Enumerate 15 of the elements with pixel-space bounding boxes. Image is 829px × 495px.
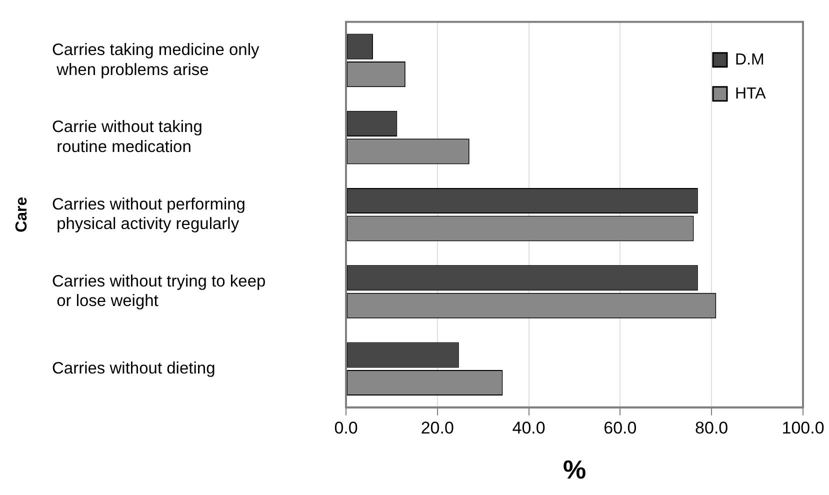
y-tick-label: Carrie without taking routine medication [52,118,202,156]
legend-label: D.M [735,51,764,68]
y-tick-label: Carries without dieting [52,359,216,378]
y-tick-label: Carries without performing physical activity regularly [52,195,246,234]
x-tick-label: 0.0 [334,418,358,438]
x-tick-label: 80.0 [695,418,728,438]
y-axis-title: Care [13,196,30,232]
x-tick-label: 100.0 [782,418,824,438]
x-tick-label: 20.0 [420,418,454,438]
y-tick-label: Carries taking medicine only when problems arise [52,41,260,79]
y-tick-label: Carries without trying to keep or lose weight [52,272,266,310]
x-tick-label: 40.0 [512,418,546,438]
x-axis-title: % [562,454,586,485]
legend-label: HTA [735,85,766,102]
x-tick-label: 60.0 [604,418,637,438]
